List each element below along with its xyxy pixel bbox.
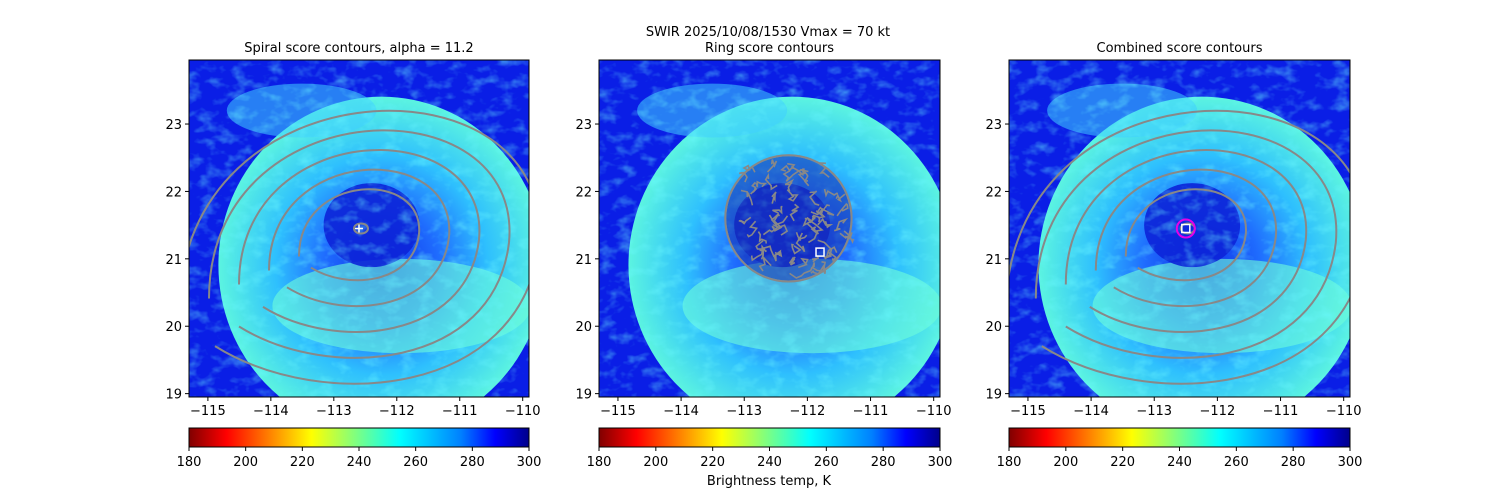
y-tick-label: 20 [165, 320, 182, 335]
x-tick-label: −115 [600, 404, 636, 419]
x-tick-label: −113 [316, 404, 352, 419]
colorbar [1008, 427, 1351, 448]
satellite-image [189, 60, 529, 397]
colorbar-tick-label: 280 [460, 455, 485, 470]
score-contours [1009, 109, 1350, 385]
x-tick-label: −110 [1326, 404, 1362, 419]
x-tick-label: −112 [790, 404, 826, 419]
panel-title: Ring score contours [705, 41, 834, 56]
colorbar [598, 427, 941, 448]
y-tick-label: 19 [575, 388, 592, 403]
y-tick-label: 23 [575, 118, 592, 133]
satellite-image [1009, 60, 1350, 397]
center-marker [815, 247, 825, 257]
center-marker [355, 224, 363, 233]
colorbar-tick-label: 220 [700, 455, 725, 470]
colorbar-tick-label: 200 [643, 455, 668, 470]
colorbar-tick-label: 260 [403, 455, 428, 470]
y-tick-label: 22 [165, 185, 182, 200]
colorbar-tick-label: 300 [517, 455, 542, 470]
y-tick-label: 21 [575, 253, 592, 268]
panels: Spiral score contours, alpha = 11.2 −115 −… [165, 41, 1363, 470]
colorbar-tick-label: 220 [1110, 455, 1135, 470]
colorbar-tick-label: 240 [347, 455, 372, 470]
colorbar-tick-label: 260 [1224, 455, 1249, 470]
colorbar-label: Brightness temp, K [707, 474, 832, 489]
x-tick-label: −111 [853, 404, 889, 419]
x-tick-label: −111 [1263, 404, 1299, 419]
colorbar-tick-label: 180 [997, 455, 1022, 470]
x-tick-label: −110 [916, 404, 952, 419]
panel-title: Combined score contours [1097, 41, 1263, 56]
colorbar-tick-label: 300 [1338, 455, 1363, 470]
y-tick-label: 19 [165, 388, 182, 403]
y-tick-label: 21 [165, 253, 182, 268]
colorbar-tick-label: 240 [757, 455, 782, 470]
colorbar [188, 427, 530, 448]
axes-frame [1008, 59, 1351, 398]
axes-frame [188, 59, 530, 398]
panel-1: Spiral score contours, alpha = 11.2 −115 −… [165, 41, 542, 470]
y-tick-label: 22 [985, 185, 1002, 200]
y-tick-label: 20 [575, 320, 592, 335]
colorbar-tick-label: 300 [928, 455, 953, 470]
panel-title: Spiral score contours, alpha = 11.2 [244, 41, 473, 56]
colorbar-tick-label: 180 [587, 455, 612, 470]
y-tick-label: 22 [575, 185, 592, 200]
colorbar-tick-label: 200 [233, 455, 258, 470]
colorbar-tick-label: 180 [177, 455, 202, 470]
x-tick-label: −113 [1136, 404, 1172, 419]
colorbar-tick-label: 280 [871, 455, 896, 470]
y-tick-label: 20 [985, 320, 1002, 335]
x-tick-label: −112 [1200, 404, 1236, 419]
center-marker [1181, 223, 1191, 234]
x-tick-label: −113 [726, 404, 762, 419]
colorbar-tick-label: 260 [814, 455, 839, 470]
colorbar-tick-label: 200 [1053, 455, 1078, 470]
y-tick-label: 23 [165, 118, 182, 133]
y-tick-label: 23 [985, 118, 1002, 133]
panel-2: Ring score contours −115 −114 −113 −112 −111 −… [575, 41, 953, 470]
x-tick-label: −115 [1010, 404, 1046, 419]
x-tick-label: −114 [663, 404, 699, 419]
colorbar-tick-label: 240 [1167, 455, 1192, 470]
y-tick-label: 21 [985, 253, 1002, 268]
y-tick-label: 19 [985, 388, 1002, 403]
panel-3: Combined score contours −115 −114 −113 −112 −… [985, 41, 1363, 470]
x-tick-label: −110 [505, 404, 541, 419]
x-tick-label: −114 [253, 404, 289, 419]
colorbar-tick-label: 220 [290, 455, 315, 470]
x-tick-label: −114 [1073, 404, 1109, 419]
x-tick-label: −112 [379, 404, 415, 419]
x-tick-label: −111 [442, 404, 478, 419]
score-contours [189, 109, 529, 385]
x-tick-label: −115 [190, 404, 226, 419]
colorbar-tick-label: 280 [1281, 455, 1306, 470]
axes-frame [598, 59, 941, 398]
score-contours [724, 154, 855, 283]
center-circle [1175, 218, 1196, 239]
suptitle: SWIR 2025/10/08/1530 Vmax = 70 kt [646, 25, 890, 40]
